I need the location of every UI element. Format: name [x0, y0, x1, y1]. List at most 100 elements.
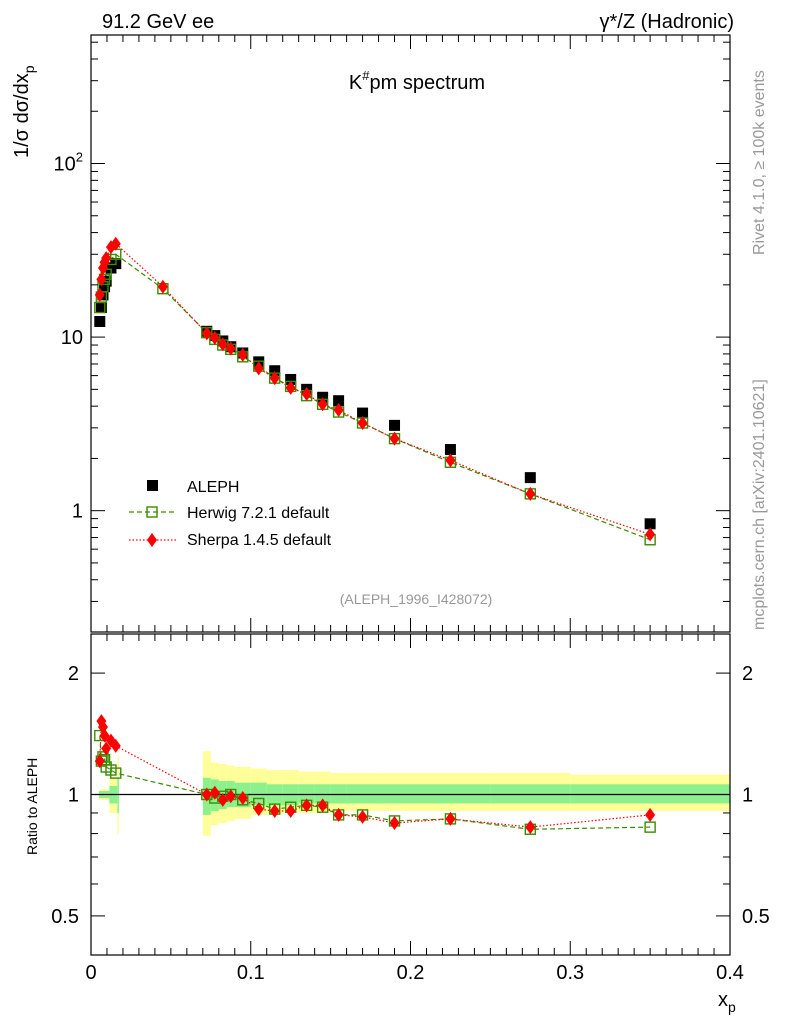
ratio-stat-uncertainty-band	[346, 784, 379, 804]
main-sherpa-point	[317, 397, 328, 412]
main-sherpa-point	[253, 361, 264, 376]
plot-title: K#pm spectrum	[349, 68, 485, 94]
plot-title-rest: pm spectrum	[369, 72, 485, 94]
main-aleph-point	[99, 281, 111, 293]
ratio-sherpa-point	[209, 785, 220, 800]
main-sherpa-point	[445, 453, 456, 468]
main-aleph-point	[317, 391, 329, 403]
plot-title-sup: #	[362, 68, 370, 83]
main-sherpa-point	[285, 380, 296, 395]
main-aleph-point	[285, 373, 297, 385]
ratio-y-tick-label-right: 2	[742, 663, 753, 685]
ratio-y-tick-label-left: 2	[68, 663, 79, 685]
main-sherpa-line	[99, 242, 651, 535]
analysis-watermark: (ALEPH_1996_I428072)	[340, 591, 493, 607]
main-sherpa-point	[645, 527, 656, 542]
legend-herwig-label: Herwig 7.2.1 default	[187, 505, 330, 522]
ratio-herwig-point	[644, 821, 656, 833]
x-axis-label-sub: p	[728, 999, 736, 1015]
ratio-y-tick-label-right: 1	[742, 785, 753, 807]
main-sherpa-point	[333, 403, 344, 418]
main-y-axis-label-sub: p	[21, 65, 37, 73]
main-aleph-point	[94, 315, 106, 327]
ratio-sherpa-point	[217, 792, 228, 807]
ratio-stat-uncertainty-band	[378, 784, 411, 804]
ratio-sherpa-point	[333, 807, 344, 822]
ratio-sherpa-point	[301, 798, 312, 813]
ratio-sherpa-point	[237, 791, 248, 806]
x-tick-label: 0.1	[237, 962, 265, 984]
main-sherpa-point	[201, 326, 212, 341]
ratio-stat-uncertainty-band	[117, 777, 119, 813]
main-aleph-point	[524, 472, 536, 484]
x-tick-label: 0	[85, 962, 96, 984]
main-aleph-point	[389, 419, 401, 431]
ratio-sherpa-point	[225, 789, 236, 804]
legend-sherpa-label: Sherpa 1.4.5 default	[187, 532, 332, 549]
x-tick-label: 0.2	[397, 962, 425, 984]
rivet-version-label: Rivet 4.1.0, ≥ 100k events	[751, 70, 768, 255]
ratio-stat-uncertainty-band	[330, 784, 347, 804]
main-aleph-point	[95, 302, 107, 314]
ratio-y-axis-label: Ratio to ALEPH	[24, 758, 40, 855]
ratio-sherpa-point	[645, 807, 656, 822]
main-y-tick-label-exponent: 2	[76, 150, 83, 165]
ratio-sherpa-point	[201, 787, 212, 802]
main-sherpa-point	[525, 486, 536, 501]
ratio-y-tick-label-right: 0.5	[742, 906, 770, 928]
ratio-sherpa-point	[269, 804, 280, 819]
main-sherpa-point	[217, 337, 228, 352]
main-sherpa-point	[357, 415, 368, 430]
legend-herwig-marker	[146, 506, 158, 518]
main-sherpa-point	[110, 236, 121, 251]
main-aleph-point	[444, 444, 456, 456]
mcplots-label: mcplots.cern.ch [arXiv:2401.10621]	[751, 379, 768, 630]
main-sherpa-point	[94, 287, 105, 302]
ratio-stat-uncertainty-band	[570, 784, 730, 804]
main-sherpa-point	[269, 371, 280, 386]
main-sherpa-point	[209, 330, 220, 345]
header-energy-label: 91.2 GeV ee	[102, 11, 214, 33]
ratio-sherpa-point	[253, 802, 264, 817]
main-y-tick-label: 102	[54, 150, 83, 176]
main-y-tick-label: 10	[61, 327, 83, 349]
ratio-sherpa-point	[357, 809, 368, 824]
main-y-tick-label-base: 10	[54, 154, 76, 176]
plot-title-main: K	[349, 72, 363, 94]
legend-aleph-label: ALEPH	[187, 479, 239, 496]
ratio-herwig-point	[110, 767, 122, 779]
ratio-sherpa-point	[285, 804, 296, 819]
header-process-label: γ*/Z (Hadronic)	[600, 11, 734, 33]
x-axis-label-main: x	[718, 989, 728, 1011]
ratio-stat-uncertainty-band	[410, 784, 491, 804]
ratio-y-tick-label-left: 0.5	[51, 906, 79, 928]
main-y-tick-label-base: 10	[61, 327, 83, 349]
main-aleph-point	[269, 365, 281, 377]
x-tick-label: 0.4	[716, 962, 744, 984]
main-aleph-point	[644, 518, 656, 530]
ratio-sherpa-point	[94, 754, 105, 769]
x-axis-label: xp	[718, 989, 736, 1015]
main-herwig-line	[99, 253, 651, 541]
ratio-stat-uncertainty-band	[314, 784, 331, 804]
main-sherpa-point	[157, 279, 168, 294]
ratio-stat-uncertainty-band	[490, 784, 571, 804]
ratio-sherpa-point	[525, 820, 536, 835]
main-y-tick-label: 1	[72, 501, 83, 523]
main-aleph-point	[333, 395, 345, 407]
ratio-stat-uncertainty-band	[298, 784, 315, 804]
main-y-axis-label-main: 1/σ dσ/dx	[11, 73, 33, 158]
ratio-sherpa-point	[445, 811, 456, 826]
legend-sherpa-marker	[147, 533, 157, 547]
ratio-sherpa-point	[99, 728, 110, 743]
ratio-y-tick-label-left: 1	[68, 785, 79, 807]
x-tick-label: 0.3	[556, 962, 584, 984]
main-sherpa-point	[237, 347, 248, 362]
main-aleph-point	[357, 407, 369, 419]
main-y-tick-label-base: 1	[72, 501, 83, 523]
legend: ALEPH Herwig 7.2.1 default Sherpa 1.4.5 …	[129, 479, 332, 549]
legend-aleph-marker	[147, 480, 158, 491]
ratio-sherpa-point	[389, 815, 400, 830]
ratio-sherpa-point	[317, 798, 328, 813]
